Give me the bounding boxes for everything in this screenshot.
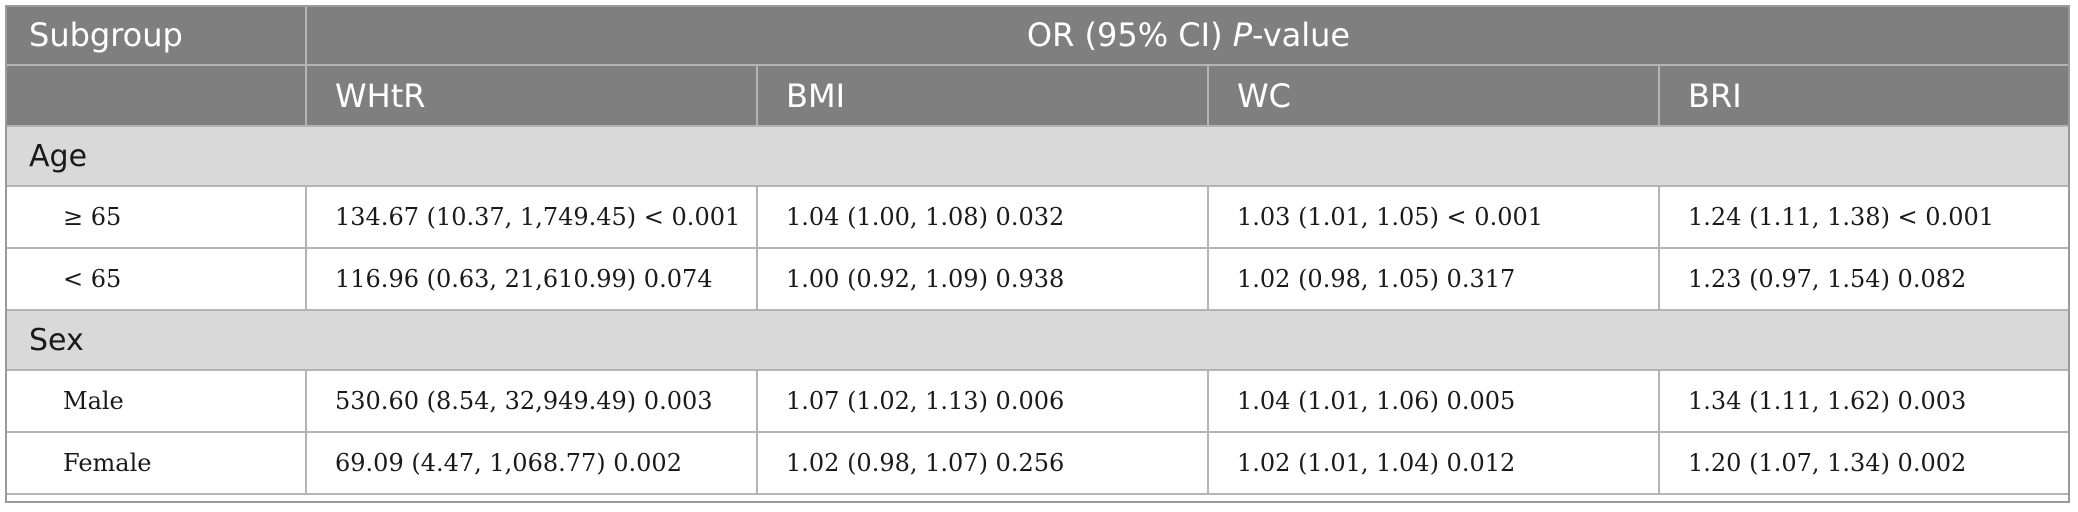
- table-row: < 65 116.96 (0.63, 21,610.99) 0.074 1.00…: [5, 248, 2071, 311]
- cell-bri: 1.23 (0.97, 1.54) 0.082: [1657, 248, 2071, 311]
- row-subgroup-label: Female: [5, 432, 306, 495]
- subgroup-header-spacer: [5, 65, 306, 127]
- cell-bri: 1.20 (1.07, 1.34) 0.002: [1657, 432, 2071, 495]
- group-row-age: Age: [5, 126, 2071, 187]
- column-header-whtr: WHtR: [305, 65, 757, 127]
- or-ci-pvalue-super-header: OR (95% CI) P-value: [304, 5, 2071, 66]
- row-subgroup-label: ≥ 65: [5, 186, 306, 249]
- row-subgroup-label: < 65: [5, 248, 306, 311]
- cell-bmi: 1.00 (0.92, 1.09) 0.938: [756, 248, 1208, 311]
- cell-bri: 1.24 (1.11, 1.38) < 0.001: [1657, 186, 2071, 249]
- group-label-age: Age: [5, 126, 2071, 187]
- group-label-sex: Sex: [5, 310, 2071, 371]
- cell-whtr: 69.09 (4.47, 1,068.77) 0.002: [305, 432, 757, 495]
- cell-whtr: 116.96 (0.63, 21,610.99) 0.074: [305, 248, 757, 311]
- subgroup-odds-ratio-table: Subgroup OR (95% CI) P-value WHtR BMI WC…: [5, 5, 2071, 495]
- table-row: ≥ 65 134.67 (10.37, 1,749.45) < 0.001 1.…: [5, 186, 2071, 249]
- column-header-wc: WC: [1207, 65, 1659, 127]
- column-header-bmi: BMI: [756, 65, 1208, 127]
- cell-bmi: 1.04 (1.00, 1.08) 0.032: [756, 186, 1208, 249]
- cell-bmi: 1.02 (0.98, 1.07) 0.256: [756, 432, 1208, 495]
- cell-bri: 1.34 (1.11, 1.62) 0.003: [1657, 370, 2071, 433]
- cell-whtr: 530.60 (8.54, 32,949.49) 0.003: [305, 370, 757, 433]
- column-header-bri: BRI: [1657, 65, 2071, 127]
- cell-wc: 1.04 (1.01, 1.06) 0.005: [1207, 370, 1659, 433]
- header-row-metrics: WHtR BMI WC BRI: [5, 65, 2071, 127]
- table-row: Male 530.60 (8.54, 32,949.49) 0.003 1.07…: [5, 370, 2071, 433]
- cell-whtr: 134.67 (10.37, 1,749.45) < 0.001: [305, 186, 757, 249]
- cell-wc: 1.02 (1.01, 1.04) 0.012: [1207, 432, 1659, 495]
- cell-bmi: 1.07 (1.02, 1.13) 0.006: [756, 370, 1208, 433]
- group-row-sex: Sex: [5, 310, 2071, 371]
- super-header-p-italic: P: [1232, 15, 1253, 54]
- super-header-main-text: OR (95% CI): [1026, 15, 1233, 54]
- row-subgroup-label: Male: [5, 370, 306, 433]
- cell-wc: 1.02 (0.98, 1.05) 0.317: [1207, 248, 1659, 311]
- header-row-top: Subgroup OR (95% CI) P-value: [5, 5, 2071, 66]
- super-header-tail-text: -value: [1252, 15, 1351, 54]
- table-row: Female 69.09 (4.47, 1,068.77) 0.002 1.02…: [5, 432, 2071, 495]
- subgroup-column-header: Subgroup: [5, 5, 306, 66]
- cell-wc: 1.03 (1.01, 1.05) < 0.001: [1207, 186, 1659, 249]
